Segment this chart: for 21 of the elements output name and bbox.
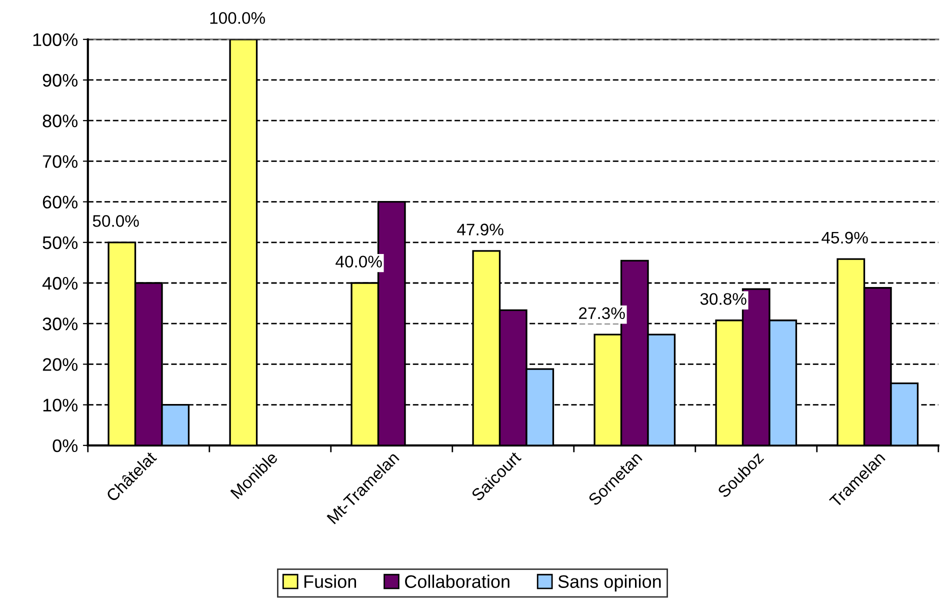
legend-label: Sans opinion bbox=[558, 574, 661, 592]
y-tick-label: 40% bbox=[42, 276, 78, 290]
data-label: 45.9% bbox=[822, 232, 868, 244]
y-tick-label: 90% bbox=[42, 74, 78, 87]
data-label: 50.0% bbox=[92, 215, 139, 227]
data-label: 40.0% bbox=[336, 256, 382, 268]
y-tick-label: 70% bbox=[42, 155, 78, 168]
y-tick-label: 100% bbox=[33, 33, 78, 46]
y-tick-label: 20% bbox=[42, 358, 78, 371]
y-tick-label: 30% bbox=[42, 318, 78, 330]
y-tick-label: 80% bbox=[42, 114, 78, 128]
y-tick-label: 50% bbox=[42, 236, 78, 250]
y-tick-label: 0% bbox=[52, 439, 78, 452]
data-label: 47.9% bbox=[457, 224, 504, 236]
data-label: 100.0% bbox=[210, 12, 265, 24]
legend-label: Fusion bbox=[304, 574, 356, 588]
legend-label: Collaboration bbox=[405, 574, 510, 588]
y-tick-label: 60% bbox=[42, 196, 78, 209]
data-label: 30.8% bbox=[700, 293, 746, 305]
y-tick-label: 10% bbox=[43, 398, 78, 412]
data-label: 27.3% bbox=[579, 307, 625, 320]
